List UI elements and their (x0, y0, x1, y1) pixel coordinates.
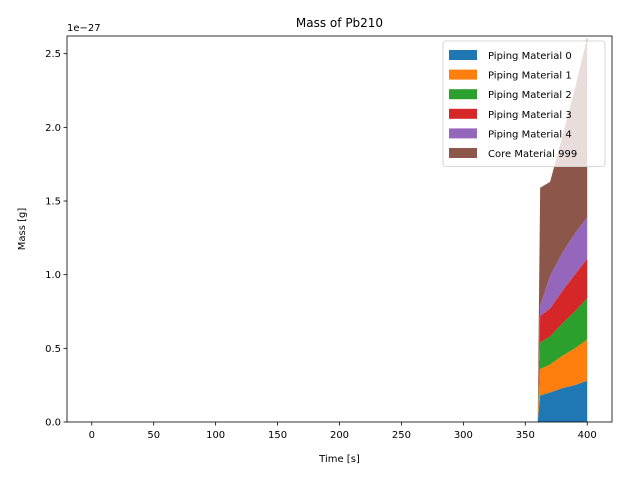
area-series-4 (91, 217, 588, 422)
x-tick-label: 400 (578, 430, 597, 441)
y-tick-label: 0.0 (45, 418, 61, 429)
chart-title: Mass of Pb210 (296, 16, 383, 30)
legend-swatch-2 (449, 89, 477, 100)
y-tick-label: 1.5 (45, 197, 61, 208)
legend-box (442, 40, 606, 167)
legend-entry-4: Piping Material 4 (488, 129, 572, 140)
y-tick-label: 0.5 (45, 344, 61, 355)
x-axis-label: Time [s] (318, 454, 360, 465)
area-series-0 (91, 380, 588, 422)
y-axis-label: Mass [g] (17, 208, 28, 251)
x-tick-label: 150 (268, 430, 287, 441)
legend-swatch-4 (449, 128, 477, 139)
legend-swatch-3 (449, 108, 477, 119)
legend-entry-1: Piping Material 1 (488, 71, 572, 82)
legend-entry-2: Piping Material 2 (488, 90, 572, 101)
x-tick-label: 100 (206, 430, 225, 441)
legend-swatch-5 (449, 148, 477, 158)
legend-entry-0: Piping Material 0 (488, 51, 572, 62)
legend-swatch-1 (449, 69, 477, 80)
y-tick-label: 1.0 (45, 270, 61, 281)
x-tick-label: 300 (454, 430, 473, 441)
legend-swatch-0 (449, 50, 477, 60)
legend: Piping Material 0 Piping Material 1 Piping… (442, 40, 606, 167)
x-tick-label: 0 (89, 430, 95, 441)
y-tick-label: 2.0 (45, 123, 61, 134)
area-series-3 (91, 258, 588, 422)
x-tick-label: 200 (330, 430, 349, 441)
y-tick-label: 2.5 (45, 49, 61, 60)
x-tick-label: 50 (147, 430, 160, 441)
x-tick-label: 350 (516, 430, 535, 441)
axes-layer: 0 50 100 150 200 250 300 350 400 0.0 0.5 1.0 1.5 2.0 2… (45, 35, 613, 441)
area-series-2 (91, 298, 588, 422)
x-tick-label: 250 (392, 430, 411, 441)
y-offset-text: 1e−27 (67, 23, 101, 34)
legend-entry-5: Core Material 999 (488, 149, 577, 160)
area-series-1 (91, 339, 588, 422)
legend-entry-3: Piping Material 3 (488, 110, 572, 121)
